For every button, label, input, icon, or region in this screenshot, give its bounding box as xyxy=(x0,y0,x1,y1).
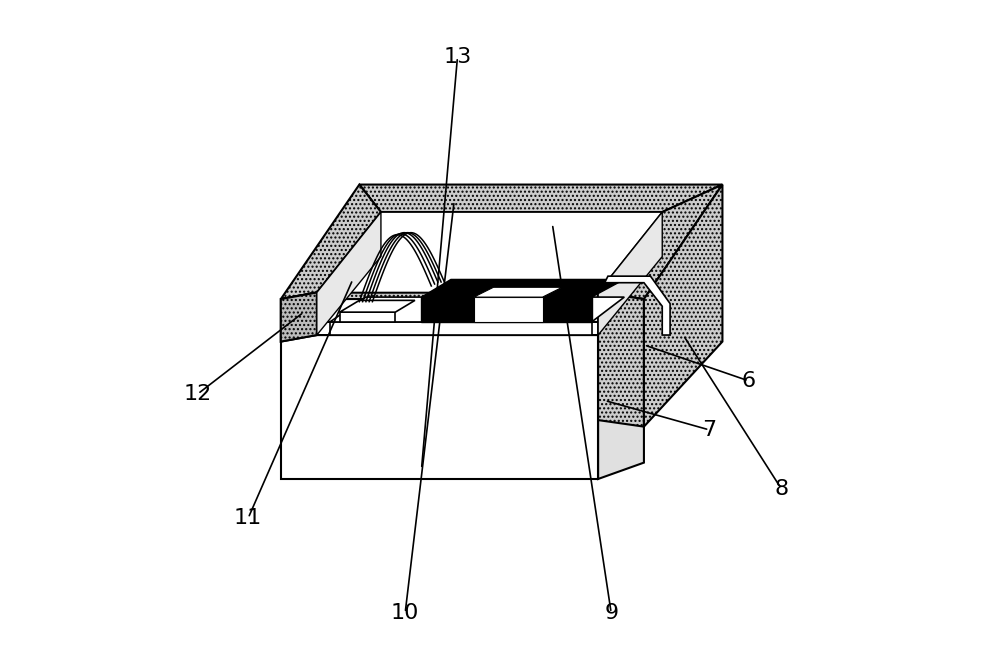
Text: 8: 8 xyxy=(774,479,788,499)
Polygon shape xyxy=(474,297,543,322)
Polygon shape xyxy=(598,212,662,335)
Text: 6: 6 xyxy=(742,371,756,391)
Polygon shape xyxy=(330,297,624,322)
Polygon shape xyxy=(340,300,415,312)
Polygon shape xyxy=(598,292,644,426)
Polygon shape xyxy=(317,212,381,335)
Polygon shape xyxy=(281,335,598,479)
Text: 11: 11 xyxy=(234,509,262,528)
Text: 10: 10 xyxy=(391,603,419,623)
Text: 9: 9 xyxy=(604,603,618,623)
Text: 13: 13 xyxy=(443,47,472,67)
Polygon shape xyxy=(281,292,317,342)
Polygon shape xyxy=(598,185,722,299)
Polygon shape xyxy=(281,185,381,299)
Polygon shape xyxy=(421,279,624,297)
Text: 7: 7 xyxy=(702,420,716,440)
Polygon shape xyxy=(281,322,644,335)
Text: 12: 12 xyxy=(184,384,212,404)
Polygon shape xyxy=(340,312,395,322)
Polygon shape xyxy=(421,297,592,322)
Polygon shape xyxy=(644,185,722,426)
Polygon shape xyxy=(317,212,662,292)
Polygon shape xyxy=(605,276,670,335)
Polygon shape xyxy=(281,292,644,299)
Polygon shape xyxy=(330,322,592,335)
Polygon shape xyxy=(474,287,562,297)
Polygon shape xyxy=(598,322,644,479)
Polygon shape xyxy=(359,185,722,212)
Polygon shape xyxy=(281,292,317,342)
